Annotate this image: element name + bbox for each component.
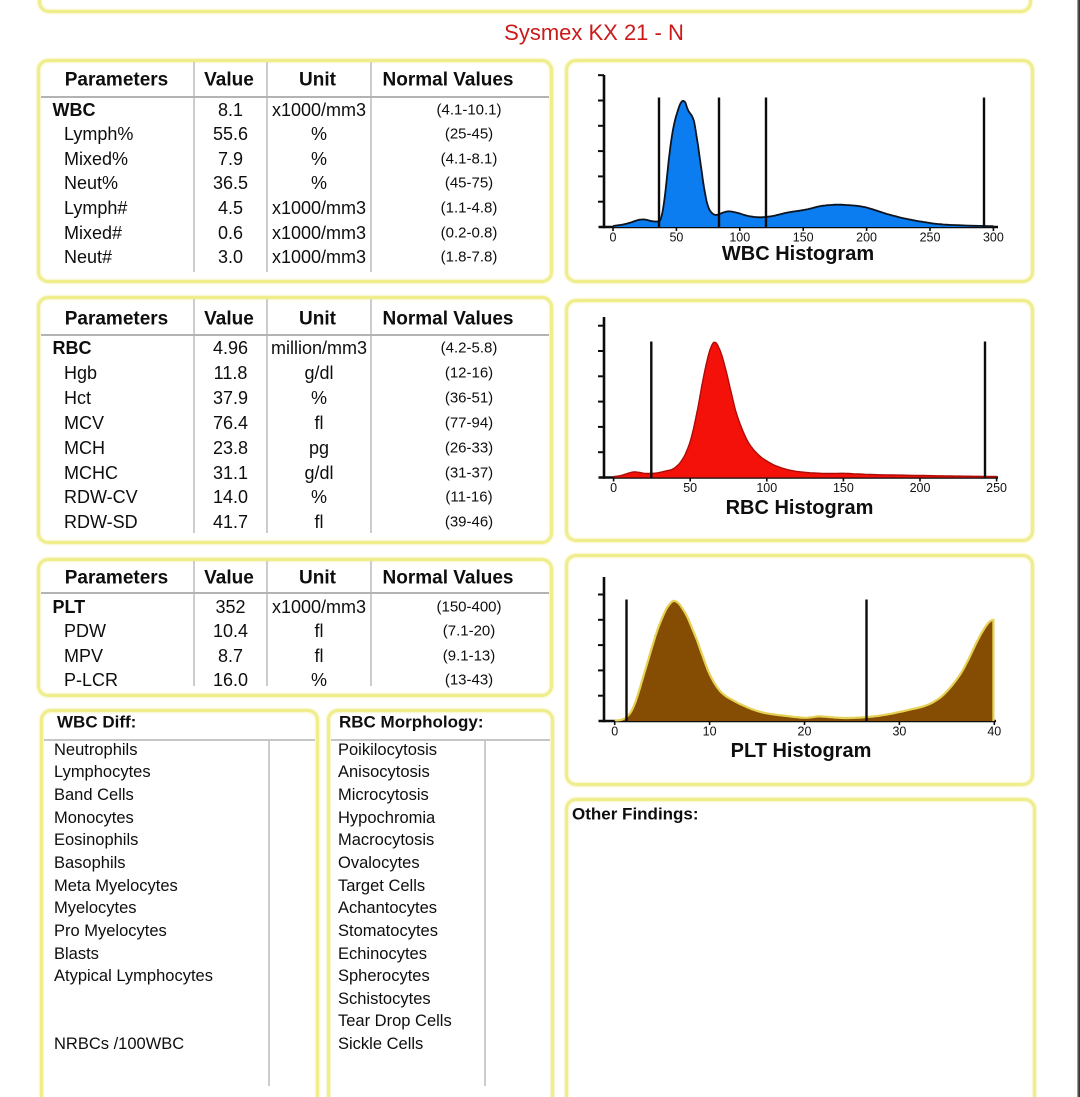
svg-text:250: 250 [920,231,941,245]
svg-text:30: 30 [892,725,906,739]
svg-text:50: 50 [669,231,683,245]
svg-text:150: 150 [833,481,854,495]
svg-text:250: 250 [986,481,1007,495]
svg-text:200: 200 [910,481,931,495]
svg-text:0: 0 [610,481,617,495]
svg-text:100: 100 [729,231,750,245]
svg-text:10: 10 [703,725,717,739]
svg-text:100: 100 [756,481,777,495]
svg-text:150: 150 [793,231,814,245]
svg-text:300: 300 [983,231,1004,245]
svg-text:0: 0 [610,231,617,245]
svg-text:20: 20 [798,725,812,739]
svg-text:40: 40 [987,725,1001,739]
svg-text:200: 200 [856,231,877,245]
svg-text:0: 0 [611,725,618,739]
svg-text:50: 50 [683,481,697,495]
